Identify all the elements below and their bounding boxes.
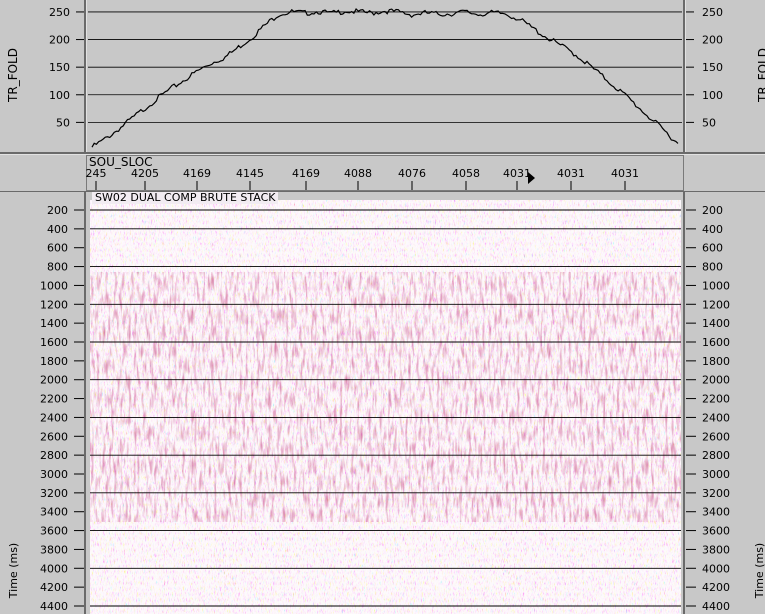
fold-tick-label-left: 100 xyxy=(49,89,70,102)
fold-tick-label-right: 250 xyxy=(702,6,723,19)
section-tick-label-right: 2800 xyxy=(702,449,730,462)
section-tick-label-right: 4200 xyxy=(702,581,730,594)
section-tick-label-right: 1400 xyxy=(702,317,730,330)
section-left-divider xyxy=(84,192,86,614)
section-tick-label-right: 2400 xyxy=(702,411,730,424)
fold-right-divider xyxy=(683,0,685,152)
header-tick-label: 4031 xyxy=(557,167,585,180)
fold-chart: 50 100 150 200 250 50 100 150 200 250 xyxy=(49,6,723,148)
section-tick-label-left: 600 xyxy=(47,242,68,255)
header-tick-label: 4076 xyxy=(398,167,426,180)
section-tick-label-right: 3000 xyxy=(702,468,730,481)
section-tick-label-left: 200 xyxy=(47,204,68,217)
section-ylabel-right: Time (ms) xyxy=(753,542,765,599)
header-field-name: SOU_SLOC xyxy=(89,155,153,169)
header-marker-icon xyxy=(528,172,535,184)
section-tick-label-left: 1200 xyxy=(40,298,68,311)
panel-separator-dark xyxy=(0,152,765,154)
section-tick-label-right: 1200 xyxy=(702,298,730,311)
header-separator-dark xyxy=(0,191,765,192)
fold-left-divider-light xyxy=(86,0,87,152)
fold-series-line xyxy=(91,8,679,148)
fold-ylabel-left: TR_FOLD xyxy=(5,48,20,102)
header-tick-label: 4169 xyxy=(292,167,320,180)
section-tick-label-left: 1400 xyxy=(40,317,68,330)
header-tick-label: 4058 xyxy=(452,167,480,180)
section-tick-label-right: 3600 xyxy=(702,525,730,538)
fold-tick-label-right: 50 xyxy=(702,116,716,129)
panel-separator-light xyxy=(0,154,765,155)
section-right-divider xyxy=(683,192,685,614)
fold-left-divider xyxy=(84,0,86,152)
section-tick-label-right: 3400 xyxy=(702,506,730,519)
header-tick-label: 4088 xyxy=(344,167,372,180)
section-tick-label-left: 3200 xyxy=(40,487,68,500)
section-panel: 200 400 600 800 1000 1200 1400 1600 1800 2000 2200… xyxy=(0,192,765,614)
section-tick-label-left: 800 xyxy=(47,261,68,274)
header-tick-label: 4031 xyxy=(611,167,639,180)
section-tick-label-right: 4000 xyxy=(702,562,730,575)
header-tick-label: 245 xyxy=(86,167,107,180)
section-tick-label-right: 3800 xyxy=(702,543,730,556)
fold-tick-label-left: 50 xyxy=(56,116,70,129)
section-tick-label-left: 1600 xyxy=(40,336,68,349)
section-tick-label-right: 2600 xyxy=(702,430,730,443)
section-tick-label-left: 4400 xyxy=(40,600,68,613)
section-tick-label-right: 1800 xyxy=(702,355,730,368)
section-tick-label-right: 3200 xyxy=(702,487,730,500)
header-bar-frame xyxy=(86,155,684,191)
fold-tick-label-left: 150 xyxy=(49,61,70,74)
section-tick-label-left: 1000 xyxy=(40,279,68,292)
section-tick-label-left: 2600 xyxy=(40,430,68,443)
seismic-reflectors xyxy=(90,272,681,522)
section-tick-label-left: 2400 xyxy=(40,411,68,424)
fold-tick-label-right: 100 xyxy=(702,89,723,102)
section-tick-label-left: 2800 xyxy=(40,449,68,462)
section-tick-label-left: 2200 xyxy=(40,393,68,406)
section-tick-label-left: 1800 xyxy=(40,355,68,368)
section-tick-label-right: 800 xyxy=(702,261,723,274)
section-tick-label-left: 4200 xyxy=(40,581,68,594)
header-tick-label: 4205 xyxy=(131,167,159,180)
section-tick-label-left: 3800 xyxy=(40,543,68,556)
section-tick-label-right: 600 xyxy=(702,242,723,255)
section-tick-label-right: 2200 xyxy=(702,393,730,406)
section-tick-label-left: 4000 xyxy=(40,562,68,575)
fold-panel: 50 100 150 200 250 50 100 150 200 250 TR_FOLD TR… xyxy=(0,0,765,152)
fold-tick-label-left: 250 xyxy=(49,6,70,19)
header-tick-label: 4169 xyxy=(183,167,211,180)
section-tick-label-right: 1000 xyxy=(702,279,730,292)
header-tick-label: 4145 xyxy=(236,167,264,180)
section-ylabel-left: Time (ms) xyxy=(7,542,21,599)
section-title: SW02 DUAL COMP BRUTE STACK xyxy=(92,192,279,204)
fold-tick-label-right: 200 xyxy=(702,34,723,47)
section-tick-label-right: 1600 xyxy=(702,336,730,349)
section-tick-label-left: 2000 xyxy=(40,374,68,387)
header-ticks: 245 4205 4169 4145 4169 4088 4076 4058 4031 4031 4… xyxy=(86,167,639,190)
section-tick-label-left: 3600 xyxy=(40,525,68,538)
seismic-section: 200 400 600 800 1000 1200 1400 1600 1800 2000 2200… xyxy=(40,200,730,614)
section-tick-label-left: 3400 xyxy=(40,506,68,519)
fold-ylabel-right: TR_FOLD xyxy=(755,48,765,102)
fold-tick-label-right: 150 xyxy=(702,61,723,74)
fold-tick-label-left: 200 xyxy=(49,34,70,47)
section-tick-label-left: 3000 xyxy=(40,468,68,481)
header-bar: SOU_SLOC 245 4205 4169 4145 4169 4088 4076 4058… xyxy=(0,155,765,191)
section-tick-label-right: 2000 xyxy=(702,374,730,387)
section-tick-label-right: 200 xyxy=(702,204,723,217)
fold-right-divider-light xyxy=(685,0,686,152)
section-tick-label-right: 400 xyxy=(702,223,723,236)
header-tick-label: 4031 xyxy=(503,167,531,180)
section-tick-label-right: 4400 xyxy=(702,600,730,613)
section-tick-label-left: 400 xyxy=(47,223,68,236)
